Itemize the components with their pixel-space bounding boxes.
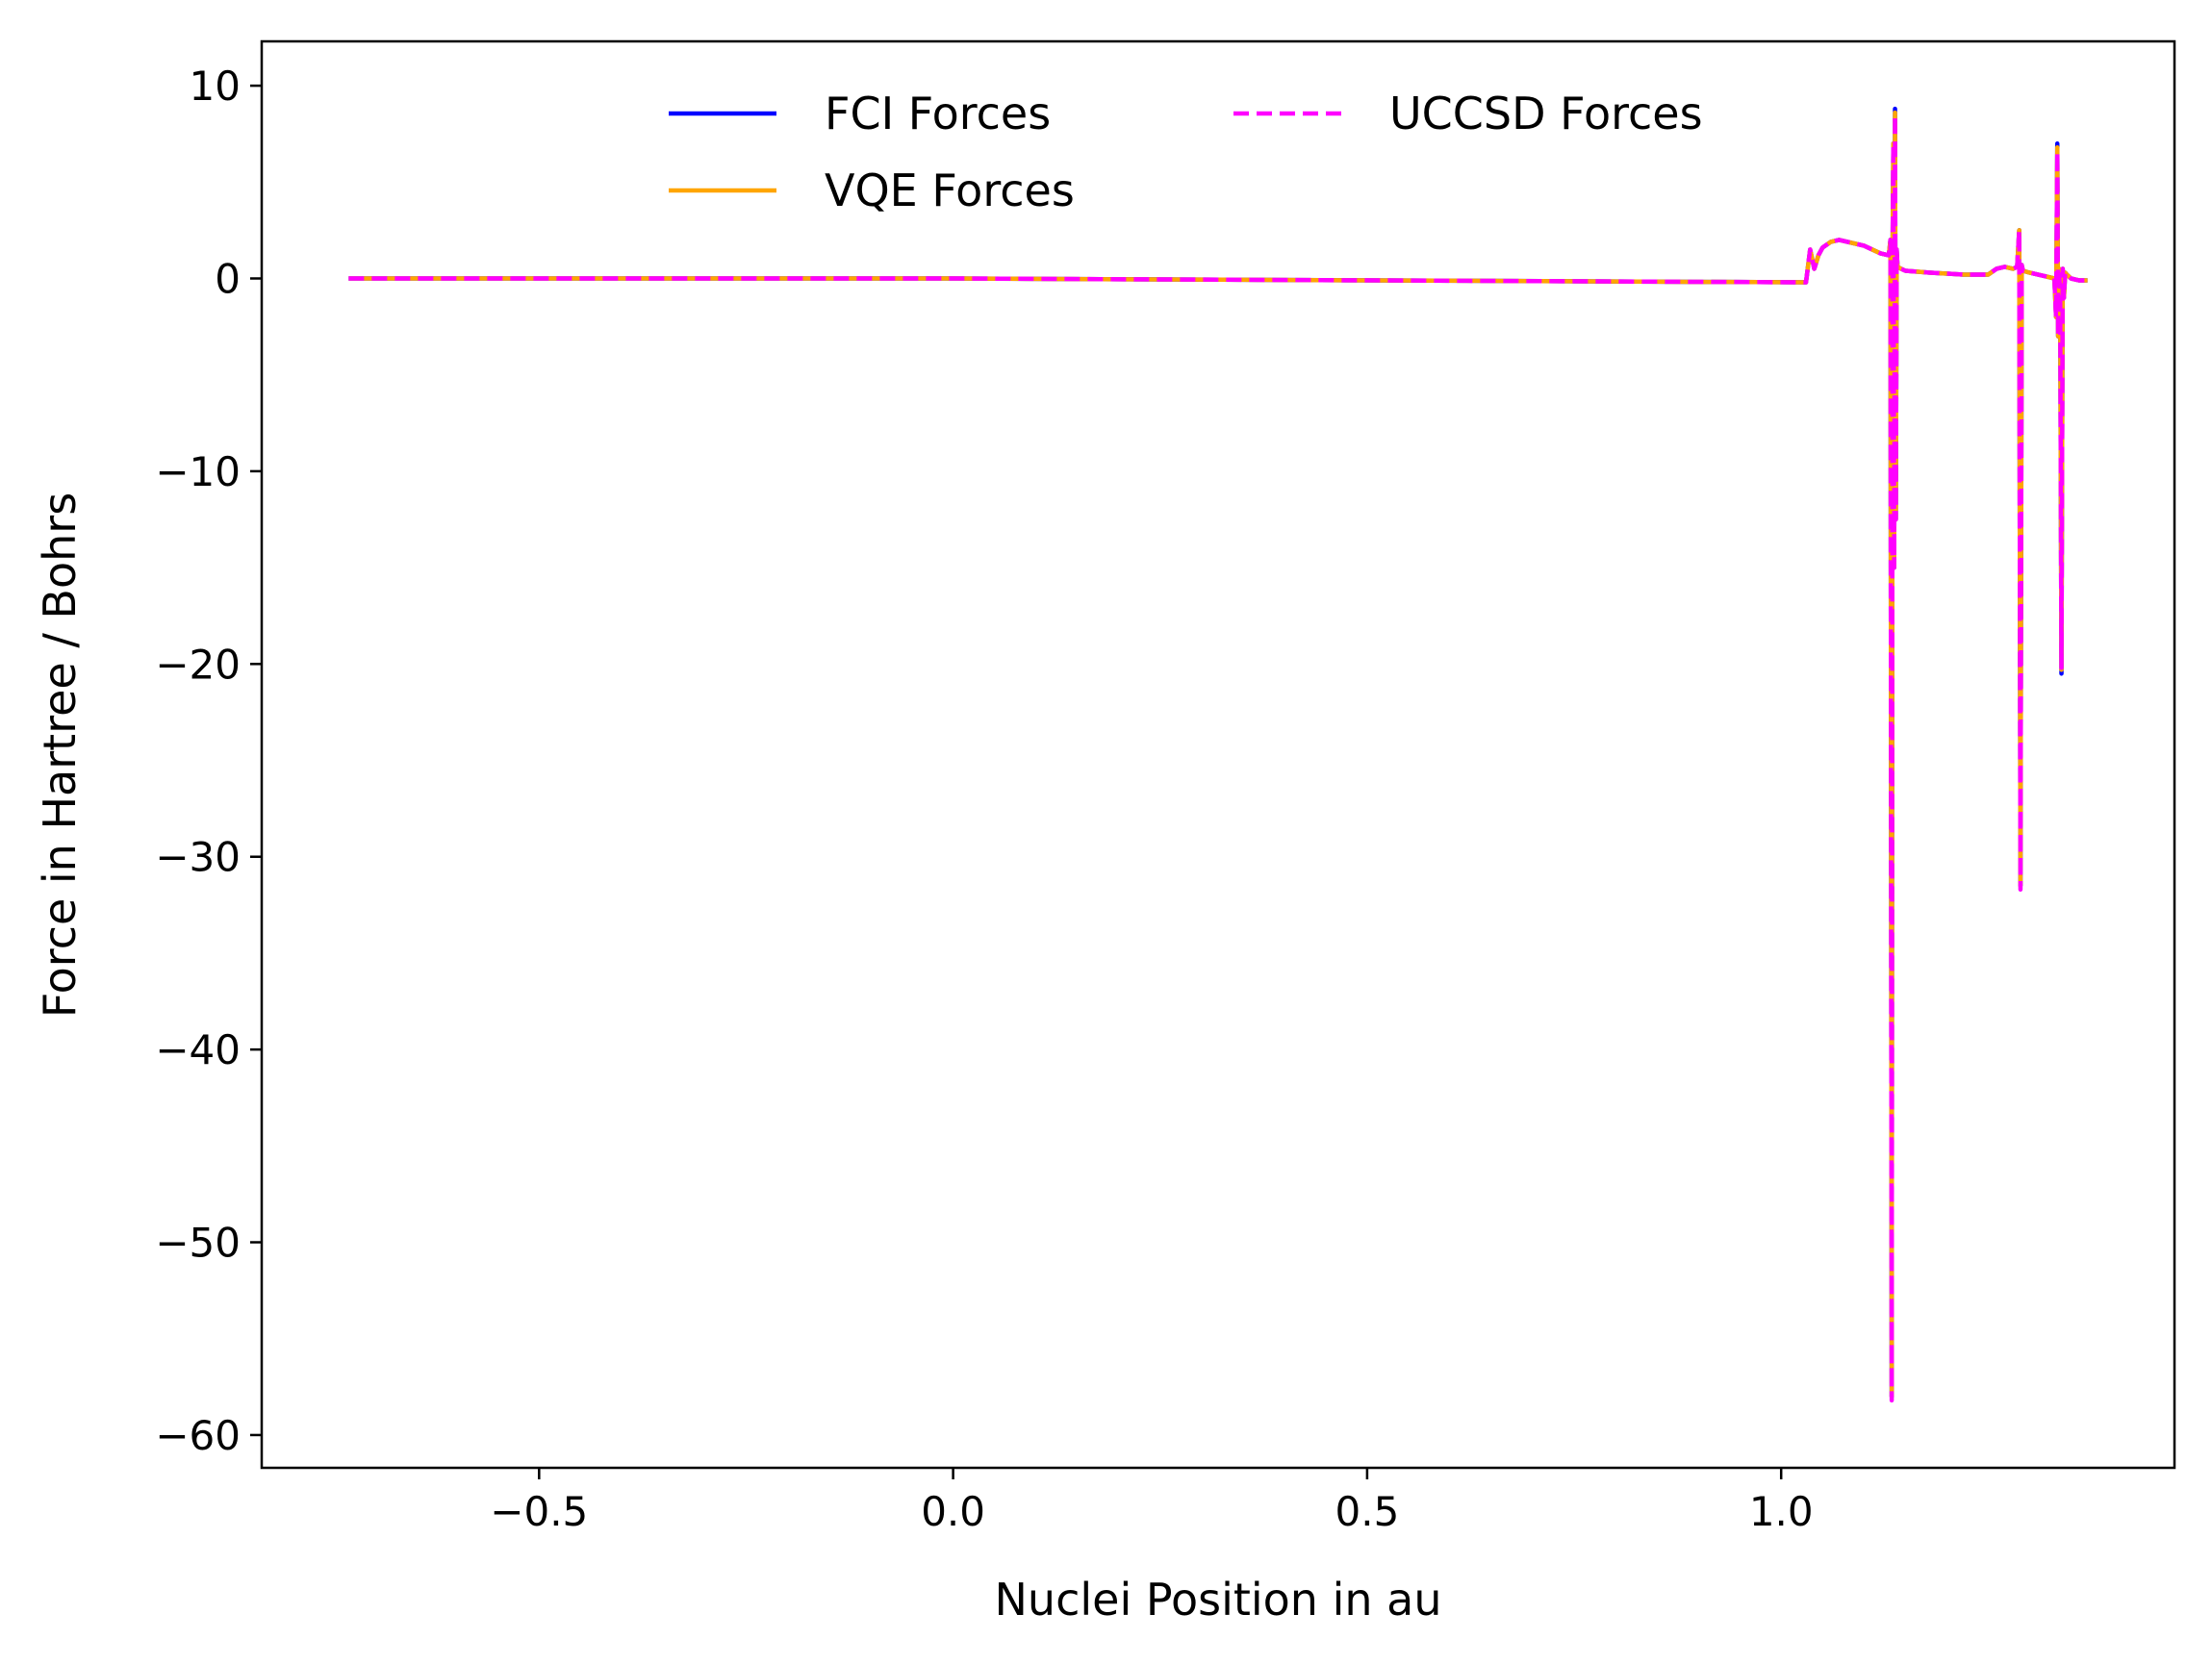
y-tick-label: −10 — [155, 448, 241, 495]
y-tick-label: 10 — [190, 63, 241, 110]
x-axis-label: Nuclei Position in au — [995, 1574, 1442, 1626]
x-tick-label: 0.0 — [921, 1488, 985, 1535]
y-axis-label: Force in Hartree / Bohrs — [34, 492, 86, 1018]
legend: FCI Forces VQE Forces UCCSD Forces — [669, 88, 1703, 216]
plot-frame — [260, 39, 2176, 1470]
y-tick-label: −30 — [155, 834, 241, 881]
y-tick-label: −50 — [155, 1220, 241, 1267]
x-axis: −0.5 0.0 0.5 1.0 — [490, 1468, 1814, 1535]
series-layer — [348, 106, 2088, 1403]
legend-label-1: VQE Forces — [825, 164, 1075, 216]
legend-label-0: FCI Forces — [825, 88, 1051, 139]
y-tick-label: 0 — [215, 255, 241, 302]
x-tick-label: 0.5 — [1335, 1488, 1400, 1535]
y-tick-label: −40 — [155, 1026, 241, 1073]
series-line-2 — [348, 112, 2088, 1403]
y-tick-label: −60 — [155, 1412, 241, 1459]
y-axis: 10 0 −10 −20 −30 −40 −50 −60 — [155, 63, 262, 1459]
x-tick-label: −0.5 — [490, 1488, 588, 1535]
legend-label-2: UCCSD Forces — [1389, 88, 1703, 139]
x-tick-label: 1.0 — [1749, 1488, 1814, 1535]
y-tick-label: −20 — [155, 641, 241, 688]
